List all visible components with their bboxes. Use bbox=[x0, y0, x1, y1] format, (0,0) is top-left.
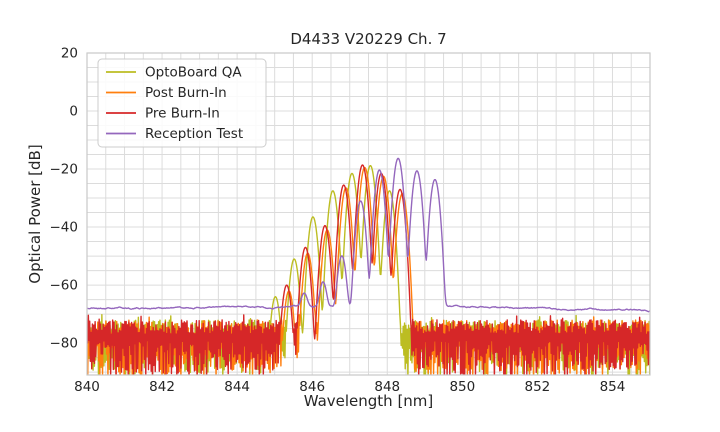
series-line-reception-test bbox=[87, 157, 650, 313]
legend-label-optoboard-qa: OptoBoard QA bbox=[145, 65, 242, 81]
series-lines bbox=[87, 157, 650, 375]
x-tick-labels: 840 842 844 846 848 850 852 854 bbox=[74, 379, 625, 395]
chart-title: D4433 V20229 Ch. 7 bbox=[290, 30, 446, 48]
x-tick-label: 842 bbox=[149, 379, 175, 395]
x-axis-label: Wavelength [nm] bbox=[304, 392, 434, 410]
y-tick-label: 20 bbox=[61, 46, 78, 62]
x-tick-label: 854 bbox=[600, 379, 626, 395]
legend-label-reception-test: Reception Test bbox=[145, 126, 243, 142]
x-tick-label: 852 bbox=[525, 379, 551, 395]
legend-label-pre-burn-in: Pre Burn-In bbox=[145, 106, 220, 122]
y-tick-label: 0 bbox=[69, 104, 78, 120]
y-tick-label: −40 bbox=[50, 220, 79, 236]
legend-frame bbox=[97, 58, 267, 148]
series-line-pre-burn-in bbox=[87, 164, 650, 375]
y-axis-label: Optical Power [dB] bbox=[26, 144, 44, 283]
y-tick-labels: 20 0 −20 −40 −60 −80 bbox=[50, 46, 79, 352]
x-tick-label: 844 bbox=[224, 379, 250, 395]
x-tick-label: 850 bbox=[449, 379, 475, 395]
y-tick-label: −60 bbox=[50, 278, 79, 294]
x-tick-label: 840 bbox=[74, 379, 100, 395]
x-tick-label: 848 bbox=[374, 379, 400, 395]
y-tick-label: −80 bbox=[50, 336, 79, 352]
y-tick-label: −20 bbox=[50, 162, 79, 178]
legend-box: OptoBoard QA Post Burn-In Pre Burn-In Recep… bbox=[97, 58, 267, 148]
series-line-post-burn-in bbox=[87, 166, 650, 375]
legend-label-post-burn-in: Post Burn-In bbox=[145, 85, 227, 101]
x-tick-label: 846 bbox=[299, 379, 325, 395]
plot-frame bbox=[86, 52, 651, 376]
